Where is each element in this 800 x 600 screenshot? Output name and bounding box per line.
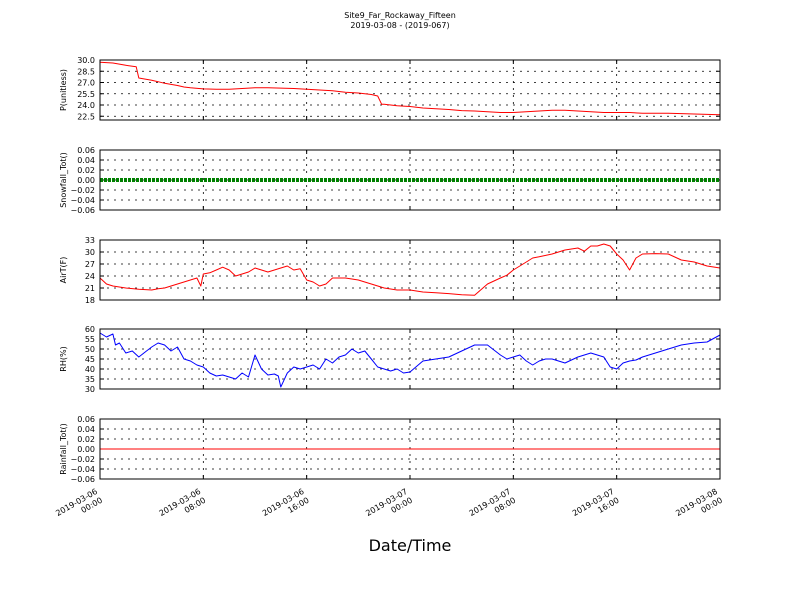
y-tick-label: 0.00 (77, 445, 95, 454)
y-tick-label: 18 (85, 296, 95, 305)
y-tick-label: 55 (85, 335, 95, 344)
x-tick-label: 2019-03-0800:00 (674, 487, 724, 527)
axes-frame (99, 149, 721, 211)
y-tick-label: 0.02 (77, 435, 95, 444)
y-axis-label: RH(%) (59, 346, 68, 371)
x-tick-label: 2019-03-0716:00 (571, 487, 621, 527)
series-line (99, 332, 721, 388)
x-tick-label: 2019-03-0700:00 (364, 487, 414, 527)
axes-frame (99, 328, 721, 390)
y-tick-label: 22.5 (77, 112, 95, 121)
x-tick-label: 2019-03-0616:00 (261, 487, 311, 527)
axes-frame (99, 418, 721, 480)
x-axis-label: Date/Time (369, 536, 452, 555)
y-tick-label: 60 (85, 325, 95, 334)
x-tick-label: 2019-03-0608:00 (158, 487, 208, 527)
y-tick-label: 0.06 (77, 146, 95, 155)
series-line (99, 243, 721, 296)
chart-title: Site9_Far_Rockaway_Fifteen (344, 11, 456, 20)
y-tick-label: 40 (85, 365, 95, 374)
y-tick-label: 33 (85, 236, 95, 245)
y-tick-label: 21 (85, 284, 95, 293)
y-tick-label: 0.04 (77, 425, 95, 434)
y-axis-label: Snowfall_Tot() (59, 152, 68, 208)
y-tick-label: 30.0 (77, 56, 95, 65)
y-tick-label: 35 (85, 375, 95, 384)
y-tick-label: −0.06 (70, 206, 95, 215)
y-tick-label: 0.02 (77, 166, 95, 175)
x-tick-label: 2019-03-0600:00 (54, 487, 104, 527)
y-tick-label: −0.02 (70, 186, 95, 195)
y-tick-label: 30 (85, 248, 95, 257)
y-axis-label: AirT(F) (59, 257, 68, 284)
y-axis-label: Rainfall_Tot() (59, 423, 68, 475)
y-tick-label: −0.06 (70, 475, 95, 484)
axes-frame (99, 239, 721, 301)
y-tick-label: 28.5 (77, 67, 95, 76)
y-tick-label: −0.04 (70, 465, 95, 474)
y-tick-label: 0.04 (77, 156, 95, 165)
chart-subtitle: 2019-03-08 - (2019-067) (350, 21, 450, 30)
y-tick-label: 27.0 (77, 79, 95, 88)
y-tick-label: 0.06 (77, 415, 95, 424)
y-axis-label: P(unitless) (59, 69, 68, 111)
x-tick-label: 2019-03-0708:00 (468, 487, 518, 527)
y-tick-label: 50 (85, 345, 95, 354)
y-tick-label: 30 (85, 385, 95, 394)
y-tick-label: −0.02 (70, 455, 95, 464)
y-tick-label: 25.5 (77, 90, 95, 99)
y-tick-label: −0.04 (70, 196, 95, 205)
series-line (99, 61, 721, 116)
y-tick-label: 24 (85, 272, 95, 281)
axes-frame (99, 59, 721, 121)
y-tick-label: 24.0 (77, 101, 95, 110)
y-tick-label: 0.00 (77, 176, 95, 185)
y-tick-label: 45 (85, 355, 95, 364)
y-tick-label: 27 (85, 260, 95, 269)
